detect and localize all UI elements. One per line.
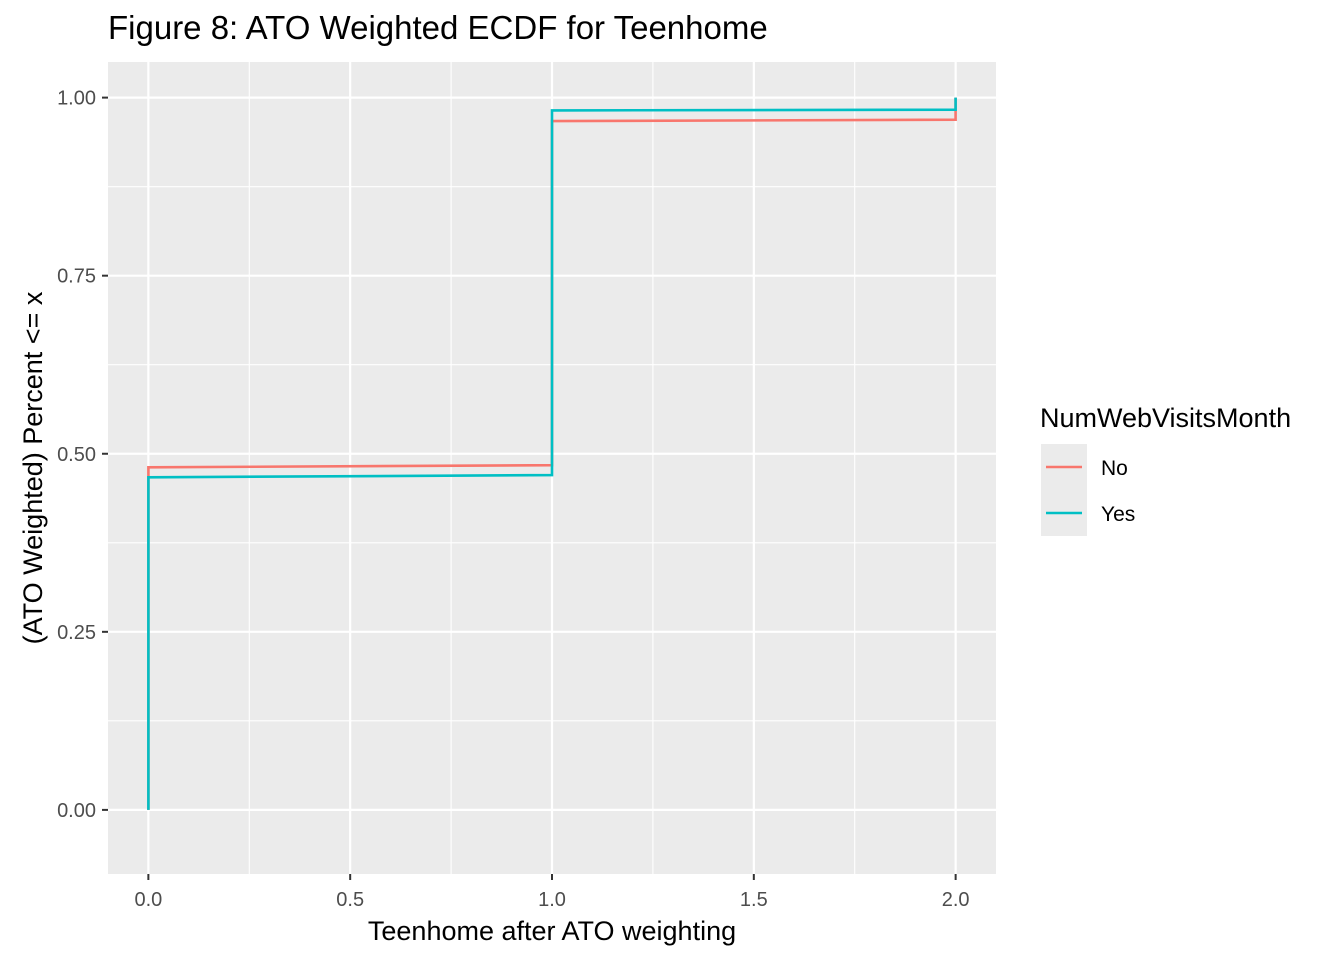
x-tick-label: 1.0: [538, 889, 566, 911]
y-tick-label: 0.25: [57, 622, 96, 644]
y-tick-label: 0.00: [57, 800, 96, 822]
y-axis-title: (ATO Weighted) Percent <= x: [18, 291, 48, 644]
series-lines: [147, 97, 957, 810]
legend-label-yes: Yes: [1101, 503, 1135, 526]
chart-title: Figure 8: ATO Weighted ECDF for Teenhome: [108, 9, 768, 46]
legend-label-no: No: [1101, 457, 1128, 480]
x-axis-title: Teenhome after ATO weighting: [368, 916, 736, 946]
series-line-yes: [147, 97, 957, 810]
y-tick-label: 1.00: [57, 88, 96, 110]
y-axis: 0.00 0.25 0.50 0.75 1.00: [57, 88, 108, 822]
x-axis: 0.0 0.5 1.0 1.5 2.0: [134, 874, 970, 911]
y-tick-label: 0.50: [57, 444, 96, 466]
x-tick-label: 2.0: [942, 889, 970, 911]
x-tick-label: 0.5: [336, 889, 364, 911]
legend-title: NumWebVisitsMonth: [1040, 403, 1291, 433]
legend: NumWebVisitsMonth No Yes: [1040, 403, 1291, 536]
x-tick-label: 1.5: [740, 889, 768, 911]
y-tick-label: 0.75: [57, 266, 96, 288]
x-tick-label: 0.0: [134, 889, 162, 911]
